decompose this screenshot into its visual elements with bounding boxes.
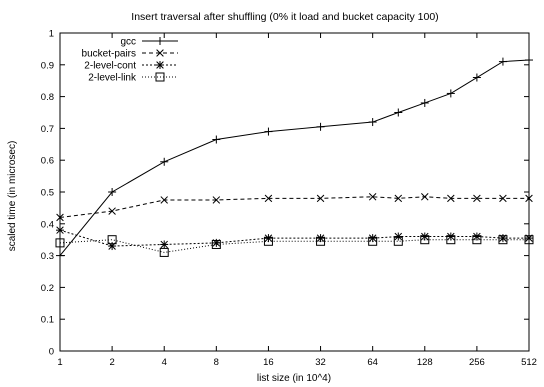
data-point (499, 194, 507, 203)
data-point (160, 240, 169, 249)
data-point (316, 234, 325, 243)
data-point (156, 49, 164, 57)
data-point (264, 127, 273, 136)
y-tick-label: 0.1 (41, 315, 54, 326)
data-point (368, 234, 377, 243)
series-line (59, 59, 530, 256)
data-point (264, 234, 273, 243)
y-axis-label: scaled time (in microsec) (7, 141, 18, 252)
series-line (59, 239, 529, 253)
data-point (156, 37, 164, 45)
data-point (56, 251, 64, 260)
data-point (107, 235, 117, 245)
axis-ticks: 0 0.1 0.2 0.3 0.4 0.5 0.6 0.7 0.8 0.9 1 1 2 4 8 16 32 64 1… (41, 29, 537, 369)
legend-label: 2-level-link (88, 73, 137, 84)
data-point (473, 194, 481, 203)
legend-item-2-level-cont: 2-level-cont (84, 61, 178, 72)
x-tick-label: 1 (57, 357, 62, 368)
series-2-level-link (55, 235, 534, 257)
data-point (420, 98, 429, 107)
data-point (446, 232, 455, 241)
x-tick-label: 32 (315, 357, 326, 368)
data-point (160, 157, 169, 166)
data-point (498, 57, 507, 66)
legend-label: 2-level-cont (84, 61, 136, 72)
x-tick-label: 4 (162, 357, 167, 368)
data-point (212, 135, 221, 144)
y-tick-label: 0.3 (41, 251, 54, 262)
y-tick-label: 0.5 (41, 188, 54, 199)
data-point (263, 236, 273, 246)
data-point (472, 235, 482, 245)
y-tick-label: 0.4 (41, 219, 54, 230)
data-point (420, 232, 429, 241)
data-point (393, 236, 403, 246)
y-tick-label: 0.2 (41, 283, 54, 294)
y-tick-label: 0.8 (41, 92, 54, 103)
x-tick-label: 64 (367, 357, 378, 368)
data-point (525, 194, 533, 203)
data-point (421, 193, 429, 201)
data-point (155, 72, 165, 82)
data-point (316, 194, 325, 203)
data-point (394, 232, 403, 241)
y-tick-label: 0.7 (41, 124, 54, 135)
legend-label: gcc (120, 37, 136, 48)
data-point (211, 239, 221, 249)
data-point (316, 236, 326, 246)
legend-item-bucket-pairs: bucket-pairs (82, 49, 178, 60)
data-point (447, 194, 455, 203)
data-point (55, 238, 65, 248)
series-layer (55, 56, 534, 260)
chart-title: Insert traversal after shuffling (0% it … (131, 11, 438, 23)
x-axis-label: list size (in 10^4) (257, 373, 331, 384)
y-tick-label: 0 (49, 347, 54, 358)
series-bucket-pairs (56, 193, 533, 222)
x-tick-label: 512 (521, 357, 537, 368)
series-line (59, 196, 529, 218)
data-point (108, 207, 116, 215)
data-point (525, 56, 533, 65)
data-point (472, 73, 481, 82)
x-tick-label: 128 (417, 357, 433, 368)
x-tick-label: 8 (214, 357, 219, 368)
y-tick-label: 1 (49, 29, 54, 40)
data-point (212, 196, 221, 204)
x-tick-label: 256 (469, 357, 485, 368)
data-point (420, 235, 430, 245)
data-point (316, 122, 325, 131)
data-point (368, 236, 378, 246)
data-point (368, 118, 377, 127)
series-gcc (56, 56, 533, 260)
data-point (108, 188, 117, 196)
legend-item-2-level-link: 2-level-link (88, 72, 178, 84)
data-point (394, 108, 403, 117)
data-point (524, 235, 534, 245)
legend-item-gcc: gcc (120, 37, 178, 48)
series-2-level-cont (56, 226, 533, 251)
data-point (56, 213, 64, 222)
data-point (56, 226, 64, 235)
data-point (264, 194, 273, 203)
x-tick-label: 2 (109, 357, 114, 368)
y-tick-label: 0.9 (41, 60, 54, 71)
data-point (472, 232, 481, 241)
data-point (159, 247, 169, 257)
legend-label: bucket-pairs (82, 49, 136, 60)
data-point (394, 194, 403, 203)
data-point (156, 61, 164, 69)
x-tick-label: 16 (263, 357, 274, 368)
data-point (446, 89, 455, 98)
data-point (498, 235, 508, 245)
data-point (446, 235, 456, 245)
y-tick-label: 0.6 (41, 156, 54, 167)
data-point (368, 193, 377, 201)
series-line (59, 229, 529, 247)
data-point (160, 196, 168, 204)
